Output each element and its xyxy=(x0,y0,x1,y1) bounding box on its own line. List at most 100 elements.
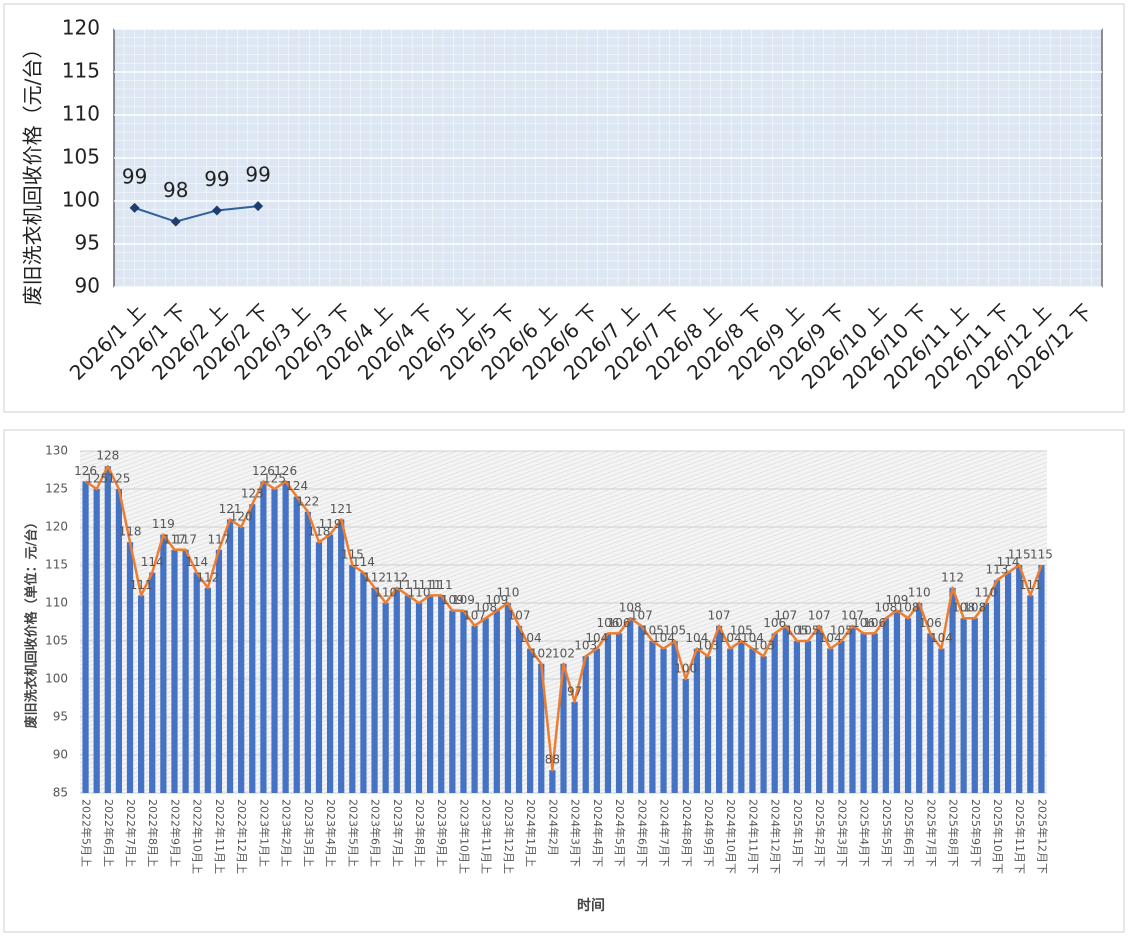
x-tick-label: 2024年6月下 xyxy=(635,799,649,867)
bar xyxy=(315,542,323,793)
x-tick-label: 2025年3月下 xyxy=(835,799,849,867)
bar xyxy=(882,618,889,793)
bar xyxy=(360,572,367,793)
y-tick-label: 100 xyxy=(62,188,100,212)
data-label: 104 xyxy=(685,631,708,645)
data-label: 88 xyxy=(545,753,560,767)
data-label: 104 xyxy=(585,631,608,645)
data-label: 106 xyxy=(608,616,631,630)
bar xyxy=(138,595,145,793)
data-label: 110 xyxy=(408,586,431,600)
x-tick-label: 2023年3月上 xyxy=(302,799,316,867)
data-label: 115 xyxy=(1030,548,1053,562)
y-tick-label: 120 xyxy=(45,520,68,534)
bar xyxy=(571,701,578,793)
data-label: 107 xyxy=(630,608,653,622)
data-label: 113 xyxy=(986,563,1009,577)
data-label: 104 xyxy=(741,631,764,645)
bar xyxy=(727,648,734,793)
bar xyxy=(1004,572,1012,793)
data-label: 108 xyxy=(474,601,497,615)
data-label: 111 xyxy=(419,578,442,592)
data-label: 126 xyxy=(74,464,97,478)
data-label: 110 xyxy=(908,586,931,600)
data-label: 118 xyxy=(119,525,142,539)
x-tick-label: 2025年9月下 xyxy=(969,799,983,867)
y-tick-label: 130 xyxy=(45,444,68,458)
data-label: 107 xyxy=(708,608,731,622)
x-tick-label: 2023年10月上 xyxy=(457,799,471,874)
bar xyxy=(693,648,700,793)
bar xyxy=(771,633,778,793)
data-label: 122 xyxy=(296,494,319,508)
data-label: 103 xyxy=(752,639,775,653)
data-label: 125 xyxy=(107,472,130,486)
line xyxy=(134,205,259,223)
data-label: 118 xyxy=(308,525,331,539)
y-tick-label: 110 xyxy=(62,102,100,126)
data-label: 112 xyxy=(363,570,386,584)
data-label: 106 xyxy=(597,616,620,630)
data-label: 114 xyxy=(352,555,375,569)
bar xyxy=(560,663,567,793)
bar xyxy=(204,587,211,793)
bar xyxy=(793,641,801,793)
x-tick-label: 2023年7月上 xyxy=(391,799,405,867)
data-label: 117 xyxy=(174,532,197,546)
bar xyxy=(638,625,645,793)
bar xyxy=(415,603,423,793)
data-label: 112 xyxy=(941,570,964,584)
bar xyxy=(293,496,300,793)
data-label: 104 xyxy=(819,631,842,645)
data-label: 109 xyxy=(885,593,908,607)
data-label: 110 xyxy=(974,586,997,600)
bar xyxy=(982,603,989,793)
bar xyxy=(82,481,89,793)
x-tick-label: 2023年5月上 xyxy=(346,799,360,867)
x-tick-label: 2024年8月下 xyxy=(680,799,694,867)
bar xyxy=(371,587,378,793)
bar xyxy=(671,641,678,793)
data-label: 114 xyxy=(997,555,1020,569)
data-label: 109 xyxy=(485,593,508,607)
data-label: 126 xyxy=(252,464,275,478)
x-tick-label: 2025年11月下 xyxy=(1013,799,1027,874)
x-tick-label: 2025年10月下 xyxy=(991,799,1005,874)
x-tick-label: 2023年4月上 xyxy=(324,799,338,867)
bar xyxy=(715,625,723,793)
y-tick-label: 90 xyxy=(75,274,100,298)
x-tick-label: 2022年5月上 xyxy=(80,799,94,867)
bar xyxy=(215,549,223,793)
bar xyxy=(271,489,278,793)
data-label: 112 xyxy=(196,570,219,584)
bar xyxy=(971,618,978,793)
data-label: 124 xyxy=(285,479,308,493)
x-tick-label: 2025年7月下 xyxy=(924,799,938,867)
bar xyxy=(504,603,512,793)
data-label: 105 xyxy=(641,624,664,638)
bar xyxy=(171,549,178,793)
y-tick-label: 115 xyxy=(62,59,100,83)
x-tick-label: 2023年9月上 xyxy=(435,799,449,867)
bar xyxy=(226,519,234,793)
bar xyxy=(893,610,901,793)
bar xyxy=(749,648,756,793)
data-label: 112 xyxy=(385,570,408,584)
x-tick-label: 2023年1月上 xyxy=(257,799,271,867)
data-label: 103 xyxy=(697,639,720,653)
bar xyxy=(249,504,256,793)
x-tick-label: 2025年1月下 xyxy=(791,799,805,867)
bar xyxy=(404,595,412,793)
data-label: 104 xyxy=(519,631,542,645)
data-label: 105 xyxy=(663,624,686,638)
data-label: 102 xyxy=(530,646,553,660)
data-label: 128 xyxy=(96,449,119,463)
data-label: 108 xyxy=(897,601,920,615)
y-axis-title: 废旧洗衣机回收价格（元/台） xyxy=(21,39,45,306)
data-label: 99 xyxy=(245,163,270,187)
data-label: 102 xyxy=(552,646,575,660)
y-tick-label: 105 xyxy=(45,634,68,648)
bar xyxy=(704,656,712,793)
data-label: 107 xyxy=(463,608,486,622)
